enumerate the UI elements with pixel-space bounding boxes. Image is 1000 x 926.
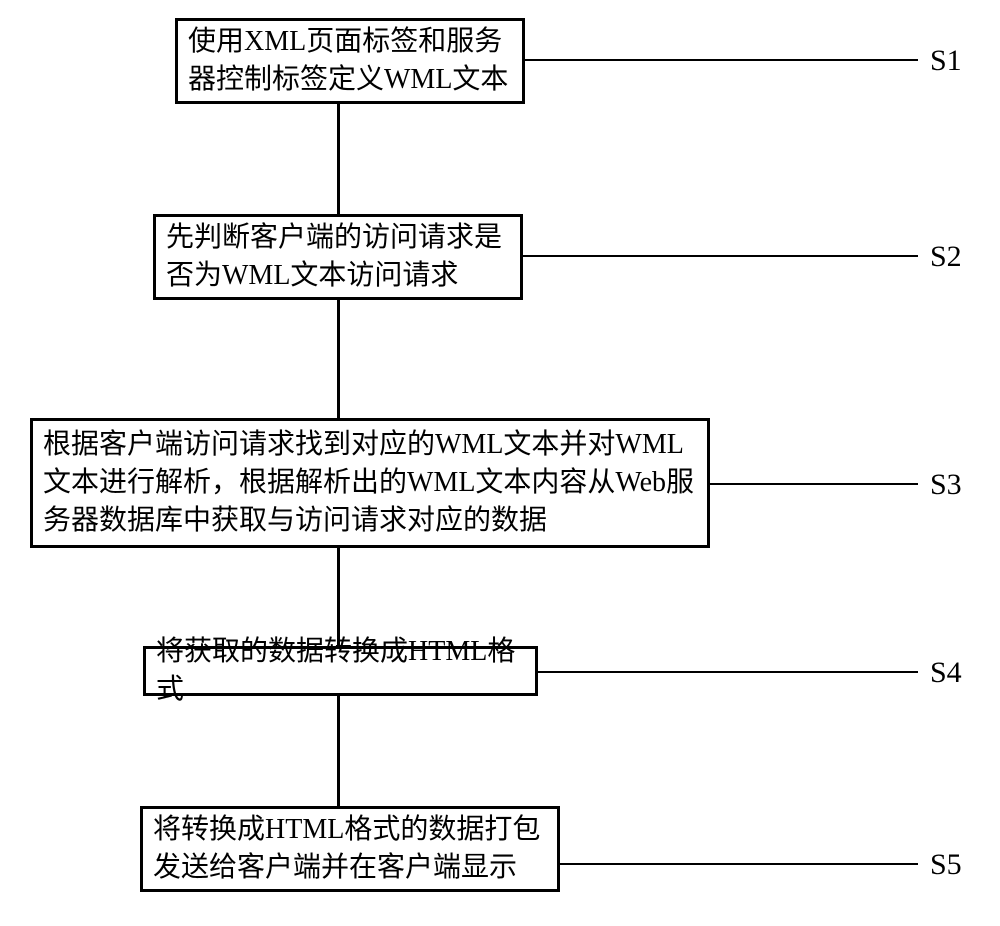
step-label-s4: S4 [930,656,962,690]
leader-s1 [525,59,918,61]
step-label-s2: S2 [930,240,962,274]
leader-s2 [523,255,918,257]
flow-node-s1-text: 使用XML页面标签和服务器控制标签定义WML文本 [188,23,512,99]
leader-s5 [560,863,918,865]
connector-n3-n4 [337,548,340,646]
leader-s4 [538,671,918,673]
step-label-s1: S1 [930,44,962,78]
flow-node-s1: 使用XML页面标签和服务器控制标签定义WML文本 [175,18,525,104]
step-label-s3-text: S3 [930,468,962,501]
step-label-s3: S3 [930,468,962,502]
flow-node-s4-text: 将获取的数据转换成HTML格式 [156,633,525,709]
flow-node-s2-text: 先判断客户端的访问请求是否为WML文本访问请求 [166,219,510,295]
flow-node-s3: 根据客户端访问请求找到对应的WML文本并对WML文本进行解析，根据解析出的WML… [30,418,710,548]
connector-n2-n3 [337,300,340,418]
connector-n4-n5 [337,696,340,806]
flow-node-s5: 将转换成HTML格式的数据打包发送给客户端并在客户端显示 [140,806,560,892]
leader-s3 [710,483,918,485]
flow-node-s5-text: 将转换成HTML格式的数据打包发送给客户端并在客户端显示 [153,811,547,887]
flowchart-canvas: 使用XML页面标签和服务器控制标签定义WML文本 先判断客户端的访问请求是否为W… [0,0,1000,926]
flow-node-s3-text: 根据客户端访问请求找到对应的WML文本并对WML文本进行解析，根据解析出的WML… [43,426,697,539]
step-label-s4-text: S4 [930,656,962,689]
step-label-s5-text: S5 [930,848,962,881]
flow-node-s4: 将获取的数据转换成HTML格式 [143,646,538,696]
step-label-s5: S5 [930,848,962,882]
flow-node-s2: 先判断客户端的访问请求是否为WML文本访问请求 [153,214,523,300]
step-label-s1-text: S1 [930,44,962,77]
connector-n1-n2 [337,104,340,214]
step-label-s2-text: S2 [930,240,962,273]
